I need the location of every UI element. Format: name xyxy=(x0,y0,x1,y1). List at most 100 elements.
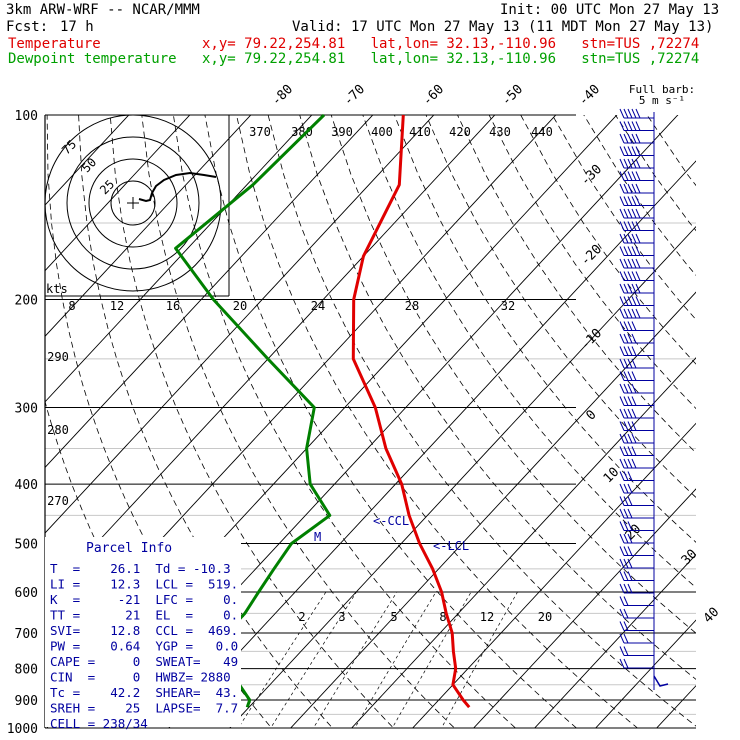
wind-barb-flag xyxy=(623,483,629,494)
wind-barb-flag xyxy=(619,421,625,431)
wind-barb-flag xyxy=(619,633,625,644)
wind-barb-flag xyxy=(619,433,625,444)
dry-adiabat xyxy=(583,115,696,276)
parcel-info-row: CIN = 0 HWBZ= 2880 xyxy=(50,670,231,685)
theta-label: 370 xyxy=(249,125,271,139)
wind-barb-flag xyxy=(623,183,629,194)
wind-barb-flag xyxy=(623,258,629,269)
upper-scale-label: 32 xyxy=(501,299,515,313)
wind-barb-flag xyxy=(627,121,633,131)
wind-barb-flag xyxy=(631,183,637,194)
wind-barb-flag xyxy=(623,658,629,669)
wind-barb-flag xyxy=(627,346,633,356)
parcel-info-title: Parcel Info xyxy=(86,541,172,556)
forecast-label: Fcst: xyxy=(6,19,49,35)
wind-barb-flag xyxy=(623,646,629,656)
theta-label: 410 xyxy=(409,125,431,139)
isotherm xyxy=(412,422,696,728)
wind-barb-flag xyxy=(619,171,625,181)
wind-barb-flag xyxy=(619,483,625,494)
theta-label: 280 xyxy=(47,423,69,437)
wind-barb-flag xyxy=(619,221,625,231)
dry-adiabat xyxy=(646,115,696,187)
wind-barb-flag xyxy=(627,408,633,419)
isotherm xyxy=(290,291,696,728)
wind-barb-flag xyxy=(619,321,625,331)
wind-barb-flag xyxy=(631,358,637,369)
wind-barb-flag xyxy=(619,383,625,394)
parcel-info-row: T = 26.1 Td = -10.3 xyxy=(50,561,231,576)
init-time: Init: 00 UTC Mon 27 May 13 xyxy=(500,2,720,18)
ccl-marker: <-CCL xyxy=(373,514,409,528)
dry-adiabat xyxy=(425,115,696,499)
mixing-marker: M xyxy=(314,530,321,544)
wind-barb-flag xyxy=(619,121,625,131)
wind-barb-flag xyxy=(635,233,641,244)
theta-label: 380 xyxy=(291,125,313,139)
wind-barb-flag xyxy=(619,658,625,669)
parcel-info-row: CAPE = 0 SWEAT= 49 xyxy=(50,654,238,669)
isotherm xyxy=(45,115,191,272)
mixing-ratio-label: 3 xyxy=(338,610,345,624)
wind-barb-flag xyxy=(635,121,641,131)
wind-barb-flag xyxy=(635,283,641,294)
dry-adiabat xyxy=(330,115,696,634)
upper-scale-label: 8 xyxy=(68,299,75,313)
hodograph-unit: kts xyxy=(46,282,68,296)
wind-barb-flag xyxy=(619,246,625,256)
dry-adiabat xyxy=(236,115,639,728)
theta-label: 440 xyxy=(531,125,553,139)
wind-barb-flag xyxy=(631,121,637,131)
wind-barb-flag xyxy=(619,258,625,269)
wind-barb-flag xyxy=(627,446,633,456)
wind-legend-title: Full barb: xyxy=(629,83,695,96)
wind-barb-flag xyxy=(627,496,633,506)
upper-scale-label: 24 xyxy=(311,299,325,313)
wind-barb-flag xyxy=(631,258,637,269)
wind-barb-flag xyxy=(627,583,633,594)
isotherm-tick-label: 40 xyxy=(701,605,723,627)
isotherm xyxy=(473,488,696,728)
wind-barb-flag xyxy=(619,333,625,344)
wind-barb-flag xyxy=(627,246,633,256)
wind-barb-surface xyxy=(653,675,669,687)
isotherm xyxy=(595,619,696,728)
pressure-tick-label: 600 xyxy=(15,586,38,601)
wind-barb-flag xyxy=(627,171,633,181)
wind-barb-flag xyxy=(623,633,629,644)
wind-barb-flag xyxy=(619,546,625,556)
theta-label: 430 xyxy=(489,125,511,139)
wind-barb-flag xyxy=(635,221,641,231)
dry-adiabat xyxy=(299,115,696,680)
upper-scale-label: 20 xyxy=(233,299,247,313)
parcel-info-row: PW = 0.64 YGP = 0.0 xyxy=(50,639,238,654)
isotherm xyxy=(45,115,435,534)
parcel-info-row: Tc = 42.2 SHEAR= 43. xyxy=(50,685,238,700)
wind-barb-flag xyxy=(635,158,641,169)
wind-barb-flag xyxy=(627,358,633,369)
wind-barb-flag xyxy=(631,408,637,419)
wind-barb-flag xyxy=(627,571,633,581)
wind-barb-flag xyxy=(619,283,625,294)
wind-barb-flag xyxy=(619,646,625,656)
mixing-ratio-label: 8 xyxy=(439,610,446,624)
wind-barb-flag xyxy=(635,246,641,256)
isotherm xyxy=(45,115,252,337)
mixing-ratio-line xyxy=(237,591,327,728)
wind-barb-flag xyxy=(623,496,629,506)
lcl-marker: <-LCL xyxy=(433,539,469,553)
wind-barb-flag xyxy=(619,196,625,206)
wind-barb-flag xyxy=(623,521,629,531)
wind-barb-flag xyxy=(623,133,629,144)
wind-barb-flag xyxy=(619,558,625,569)
hodograph-ring xyxy=(66,136,200,270)
wind-barb-flag xyxy=(623,321,629,331)
wind-barb-flag xyxy=(623,308,629,319)
wind-barb-flag xyxy=(631,333,637,344)
wind-barb-flag xyxy=(627,333,633,344)
mixing-ratio-line xyxy=(441,591,518,728)
pressure-tick-label: 700 xyxy=(15,627,38,642)
wind-barb-flag xyxy=(619,158,625,169)
wind-barb-flag xyxy=(619,133,625,144)
wind-barb-flag xyxy=(631,396,637,406)
